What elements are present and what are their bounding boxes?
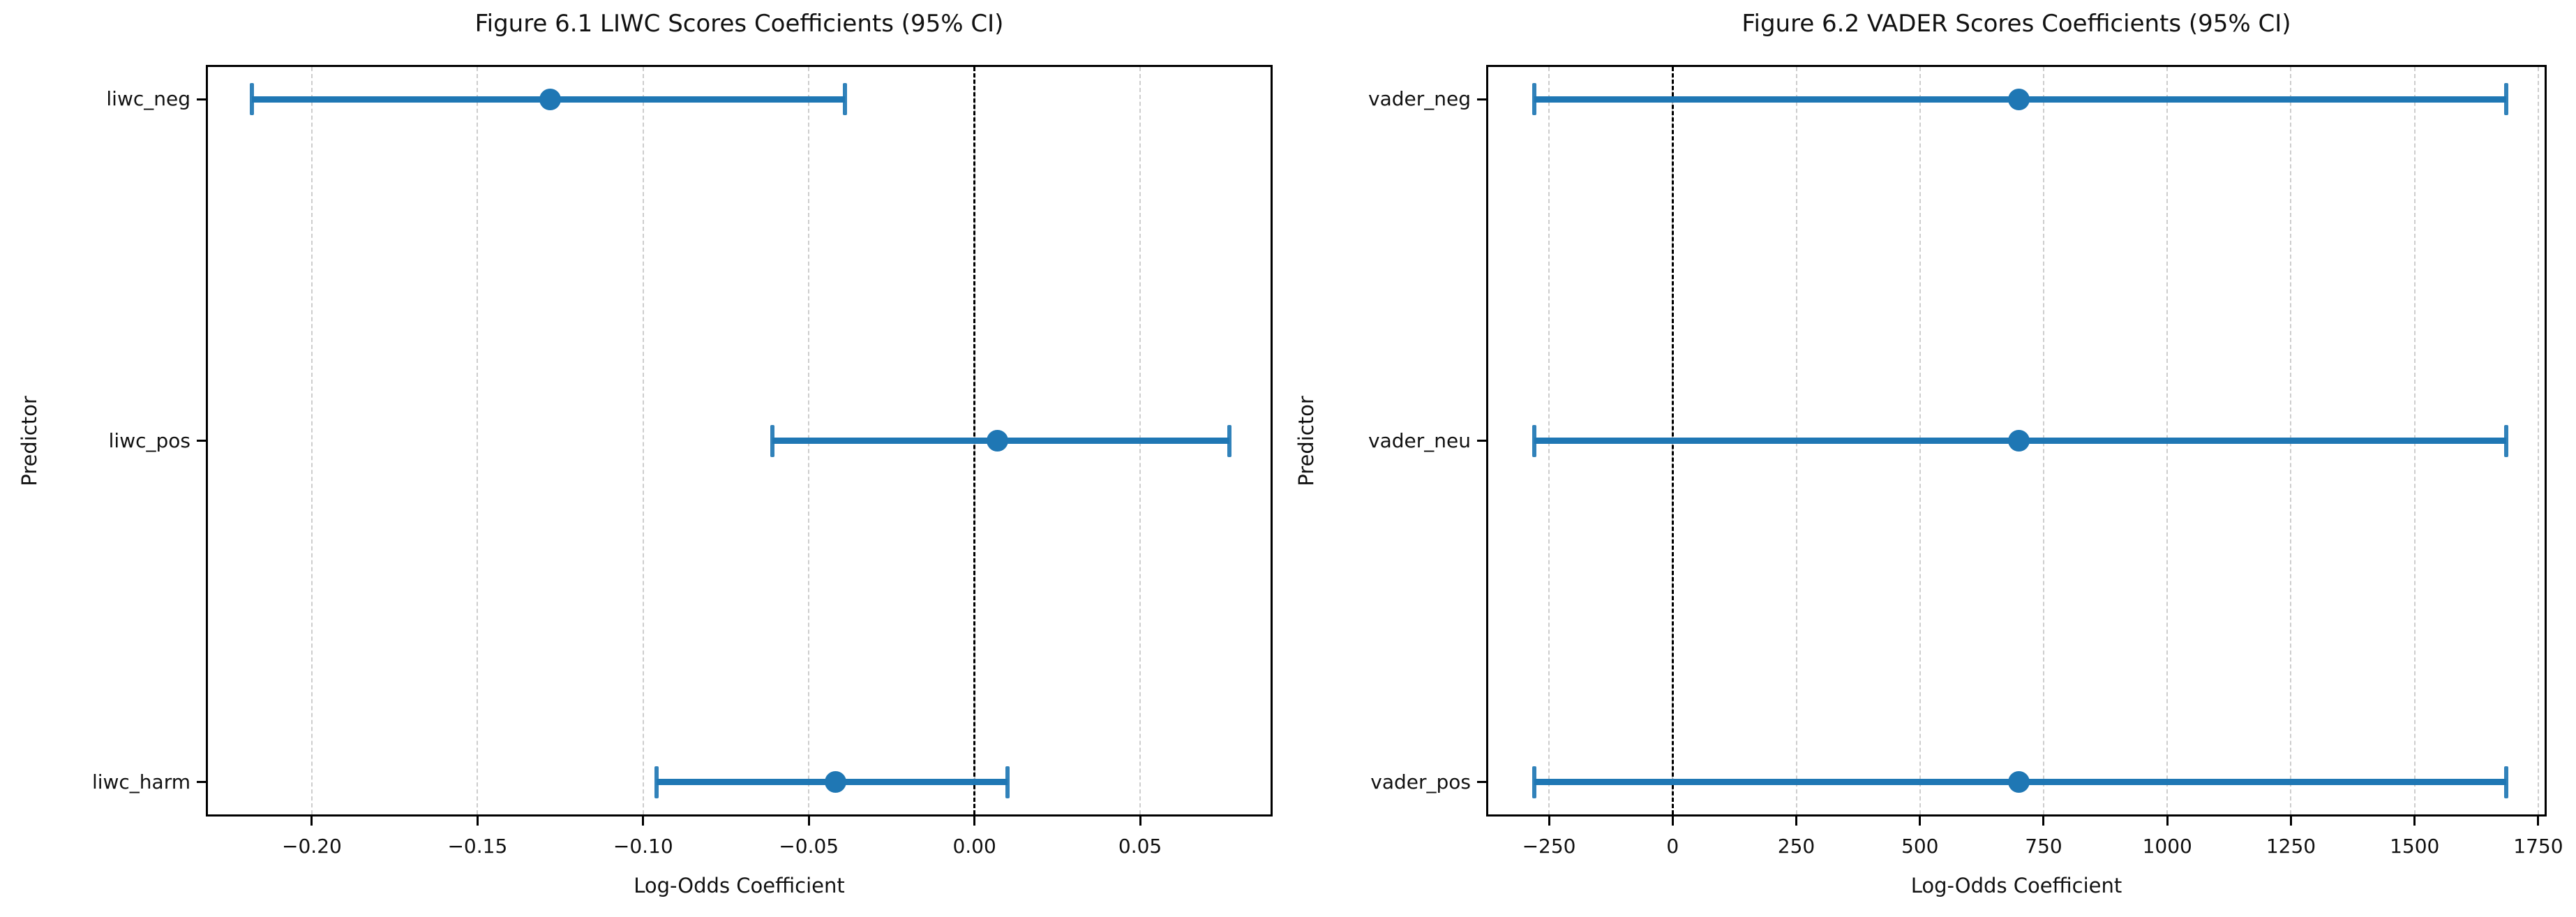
ci-cap-low-liwc_harm: [654, 766, 659, 798]
axes-vader: [1486, 65, 2547, 817]
x-tick-label-liwc-1: −0.15: [447, 835, 508, 858]
gridline-liwc-0: [310, 67, 313, 814]
y-tick-label-vader_neg: vader_neg: [1368, 87, 1471, 110]
x-tick-label-liwc-5: 0.05: [1118, 835, 1162, 858]
x-tick-label-liwc-4: 0.00: [952, 835, 996, 858]
x-tick-vader-0: [1548, 817, 1550, 826]
ci-cap-high-liwc_pos: [1227, 424, 1232, 457]
y-axis-label-liwc: Predictor: [17, 395, 41, 486]
y-tick-label-vader_pos: vader_pos: [1370, 770, 1471, 793]
point-marker-vader_pos: [2008, 771, 2030, 793]
x-tick-vader-5: [2166, 817, 2169, 826]
y-tick-liwc_neg: [197, 98, 206, 100]
x-tick-liwc-4: [973, 817, 976, 826]
x-tick-label-vader-1: 0: [1666, 835, 1679, 858]
ci-cap-low-liwc_pos: [770, 424, 774, 457]
x-tick-label-liwc-3: −0.05: [779, 835, 839, 858]
x-tick-label-vader-7: 1500: [2390, 835, 2440, 858]
x-tick-liwc-0: [310, 817, 313, 826]
gridline-liwc-1: [477, 67, 479, 814]
y-tick-label-liwc_pos: liwc_pos: [108, 428, 190, 452]
y-axis-label-vader: Predictor: [1294, 395, 1318, 486]
x-axis-label-vader: Log-Odds Coefficient: [1910, 874, 2122, 897]
x-tick-label-vader-2: 250: [1777, 835, 1815, 858]
gridline-vader-8: [2537, 67, 2539, 814]
x-tick-label-vader-5: 1000: [2142, 835, 2192, 858]
x-tick-vader-3: [1919, 817, 1922, 826]
x-tick-label-liwc-0: −0.20: [282, 835, 342, 858]
gridline-liwc-2: [642, 67, 644, 814]
x-tick-vader-7: [2413, 817, 2416, 826]
point-marker-liwc_harm: [824, 771, 846, 793]
x-tick-label-vader-4: 750: [2025, 835, 2062, 858]
x-tick-liwc-5: [1139, 817, 1141, 826]
x-tick-label-vader-3: 500: [1901, 835, 1939, 858]
x-tick-vader-1: [1671, 817, 1674, 826]
x-tick-liwc-1: [476, 817, 479, 826]
x-tick-vader-4: [2042, 817, 2045, 826]
x-tick-liwc-2: [642, 817, 645, 826]
ci-cap-high-liwc_neg: [843, 83, 848, 115]
x-tick-liwc-3: [807, 817, 810, 826]
x-tick-vader-6: [2289, 817, 2292, 826]
point-marker-vader_neu: [2008, 430, 2030, 452]
point-marker-liwc_pos: [987, 430, 1009, 452]
ci-cap-low-vader_neg: [1532, 83, 1536, 115]
ci-cap-high-vader_neg: [2503, 83, 2508, 115]
y-tick-vader_neu: [1477, 440, 1486, 442]
ci-cap-high-liwc_harm: [1005, 766, 1010, 798]
x-tick-vader-8: [2537, 817, 2540, 826]
y-tick-label-liwc_neg: liwc_neg: [106, 87, 190, 110]
ci-cap-high-vader_neu: [2503, 424, 2508, 457]
x-axis-label-liwc: Log-Odds Coefficient: [634, 874, 845, 897]
x-tick-label-vader-0: −250: [1522, 835, 1576, 858]
y-tick-vader_pos: [1477, 781, 1486, 784]
point-marker-liwc_neg: [539, 88, 562, 110]
ci-cap-low-vader_neu: [1532, 424, 1536, 457]
ci-cap-low-vader_pos: [1532, 766, 1536, 798]
ci-cap-high-vader_pos: [2503, 766, 2508, 798]
x-tick-label-vader-6: 1250: [2266, 835, 2316, 858]
y-tick-liwc_pos: [197, 440, 206, 442]
y-tick-vader_neg: [1477, 98, 1486, 100]
plot-title-liwc: Figure 6.1 LIWC Scores Coefficients (95%…: [474, 10, 1004, 38]
x-tick-label-liwc-2: −0.10: [613, 835, 673, 858]
point-marker-vader_neg: [2008, 88, 2030, 110]
x-tick-vader-2: [1795, 817, 1797, 826]
y-tick-liwc_harm: [197, 781, 206, 784]
y-tick-label-liwc_harm: liwc_harm: [91, 770, 190, 793]
y-tick-label-vader_neu: vader_neu: [1368, 428, 1471, 452]
ci-cap-low-liwc_neg: [250, 83, 255, 115]
x-tick-label-vader-8: 1750: [2513, 835, 2563, 858]
plot-title-vader: Figure 6.2 VADER Scores Coefficients (95…: [1742, 10, 2291, 38]
axes-liwc: [206, 65, 1273, 817]
